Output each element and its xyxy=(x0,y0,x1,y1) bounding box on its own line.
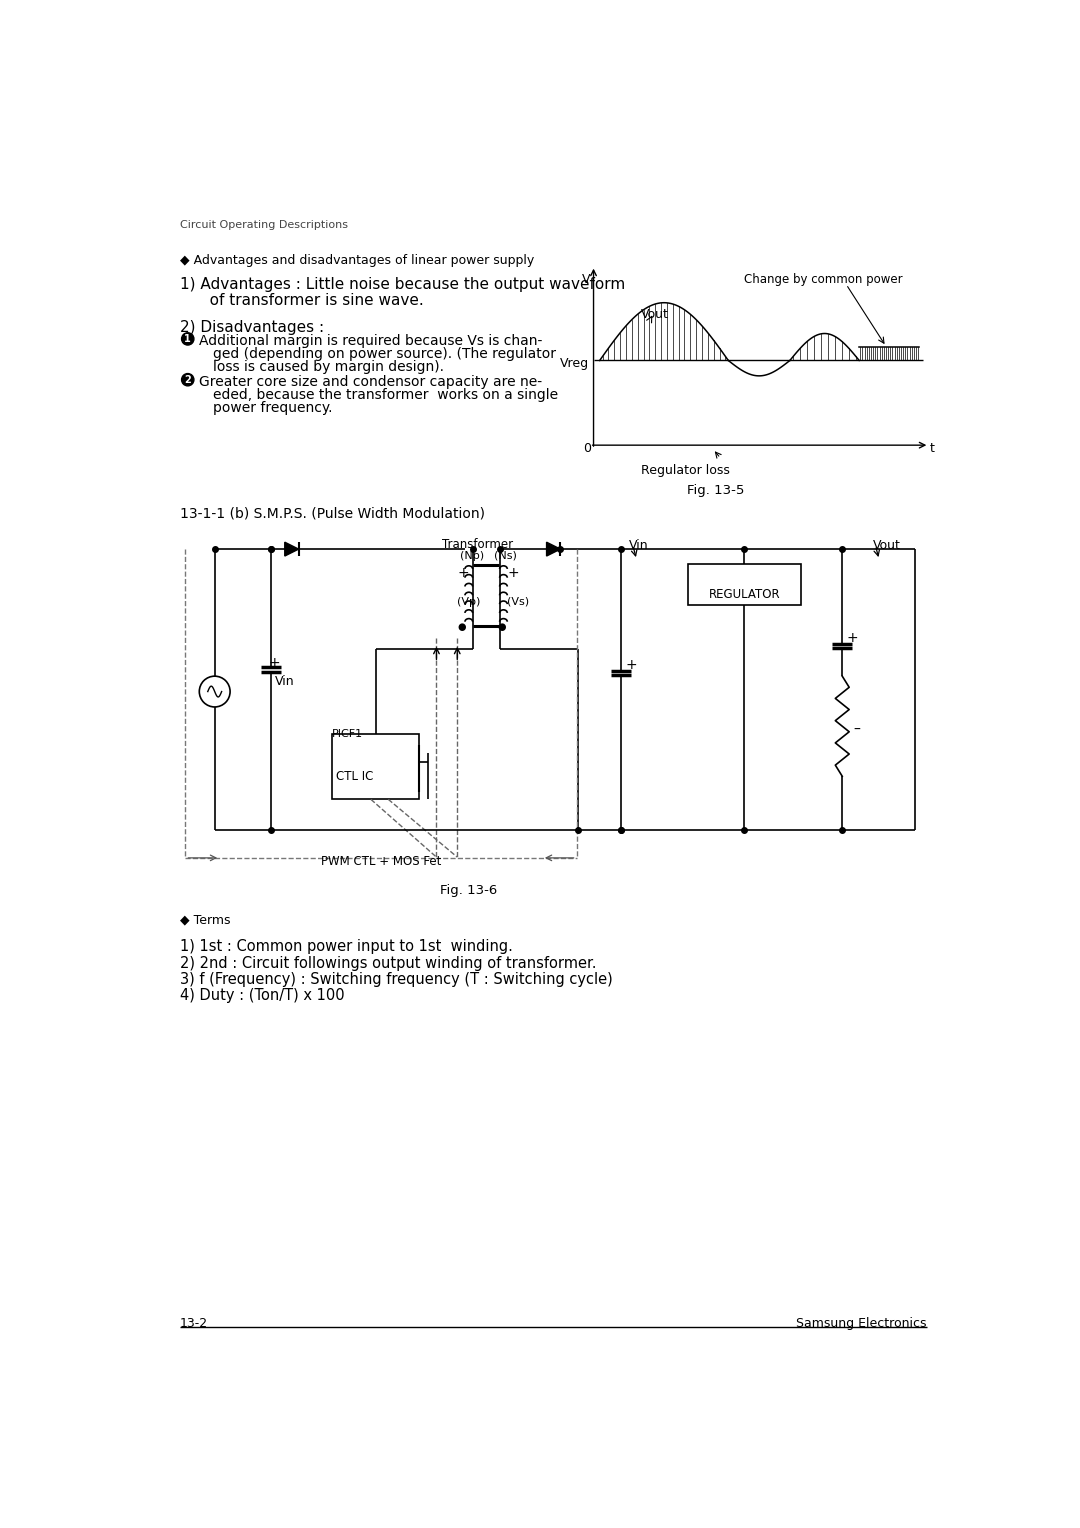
Text: Additional margin is required because Vs is chan-: Additional margin is required because Vs… xyxy=(200,335,542,348)
Text: ◆ Advantages and disadvantages of linear power supply: ◆ Advantages and disadvantages of linear… xyxy=(180,254,535,267)
Text: power frequency.: power frequency. xyxy=(213,402,333,416)
Text: 2) Disadvantages :: 2) Disadvantages : xyxy=(180,321,324,336)
Text: Regulator loss: Regulator loss xyxy=(642,465,730,477)
Text: +: + xyxy=(457,565,469,581)
Text: 1) Advantages : Little noise because the output waveform: 1) Advantages : Little noise because the… xyxy=(180,277,625,292)
Text: 1: 1 xyxy=(185,335,191,344)
Text: Vout: Vout xyxy=(642,309,670,321)
Text: eded, because the transformer  works on a single: eded, because the transformer works on a… xyxy=(213,388,558,402)
Text: REGULATOR: REGULATOR xyxy=(708,588,780,602)
Text: Greater core size and condensor capacity are ne-: Greater core size and condensor capacity… xyxy=(200,374,542,390)
Text: Vin: Vin xyxy=(629,539,649,552)
Text: +: + xyxy=(508,565,518,581)
Text: of transformer is sine wave.: of transformer is sine wave. xyxy=(195,293,424,307)
Text: 13-1-1 (b) S.M.P.S. (Pulse Width Modulation): 13-1-1 (b) S.M.P.S. (Pulse Width Modulat… xyxy=(180,507,485,521)
Text: +: + xyxy=(269,656,280,671)
Text: t: t xyxy=(930,442,935,455)
Text: Fig. 13-5: Fig. 13-5 xyxy=(687,484,744,497)
Polygon shape xyxy=(546,542,561,556)
Text: Circuit Operating Descriptions: Circuit Operating Descriptions xyxy=(180,220,348,231)
Text: +: + xyxy=(625,659,637,672)
Text: Change by common power: Change by common power xyxy=(744,274,902,286)
Text: loss is caused by margin design).: loss is caused by margin design). xyxy=(213,361,444,374)
Text: –: – xyxy=(853,723,860,736)
Text: ged (depending on power source). (The regulator: ged (depending on power source). (The re… xyxy=(213,347,556,361)
Text: ◆ Terms: ◆ Terms xyxy=(180,914,230,926)
Text: Vin: Vin xyxy=(274,675,295,688)
Text: Transformer: Transformer xyxy=(442,538,513,550)
Text: V: V xyxy=(582,274,590,286)
Text: CTL IC: CTL IC xyxy=(336,770,374,782)
Text: (Ns): (Ns) xyxy=(495,550,517,561)
Text: PICF1: PICF1 xyxy=(332,729,363,738)
Text: Samsung Electronics: Samsung Electronics xyxy=(796,1317,927,1329)
Polygon shape xyxy=(285,542,299,556)
Circle shape xyxy=(181,333,194,345)
Text: Fig. 13-6: Fig. 13-6 xyxy=(441,885,498,897)
Text: 2: 2 xyxy=(185,374,191,385)
Text: ●: ● xyxy=(497,622,505,633)
Text: (Np): (Np) xyxy=(460,550,484,561)
Bar xyxy=(688,564,801,605)
Text: Vreg: Vreg xyxy=(559,358,589,370)
Text: +: + xyxy=(846,631,858,645)
Text: 0: 0 xyxy=(583,442,592,455)
Text: 2) 2nd : Circuit followings output winding of transformer.: 2) 2nd : Circuit followings output windi… xyxy=(180,955,596,970)
Text: (Vs): (Vs) xyxy=(508,597,529,607)
Text: PWM CTL + MOS Fet: PWM CTL + MOS Fet xyxy=(321,854,442,868)
Text: 3) f (Frequency) : Switching frequency (T : Switching cycle): 3) f (Frequency) : Switching frequency (… xyxy=(180,972,612,987)
Text: 1) 1st : Common power input to 1st  winding.: 1) 1st : Common power input to 1st windi… xyxy=(180,940,513,955)
Text: ●: ● xyxy=(457,622,465,633)
Text: Vout: Vout xyxy=(873,539,901,552)
Text: 4) Duty : (Ton/T) x 100: 4) Duty : (Ton/T) x 100 xyxy=(180,989,345,1002)
Bar xyxy=(332,733,419,799)
Circle shape xyxy=(181,373,194,387)
Text: (Vp): (Vp) xyxy=(457,597,481,607)
Text: 13-2: 13-2 xyxy=(180,1317,208,1329)
